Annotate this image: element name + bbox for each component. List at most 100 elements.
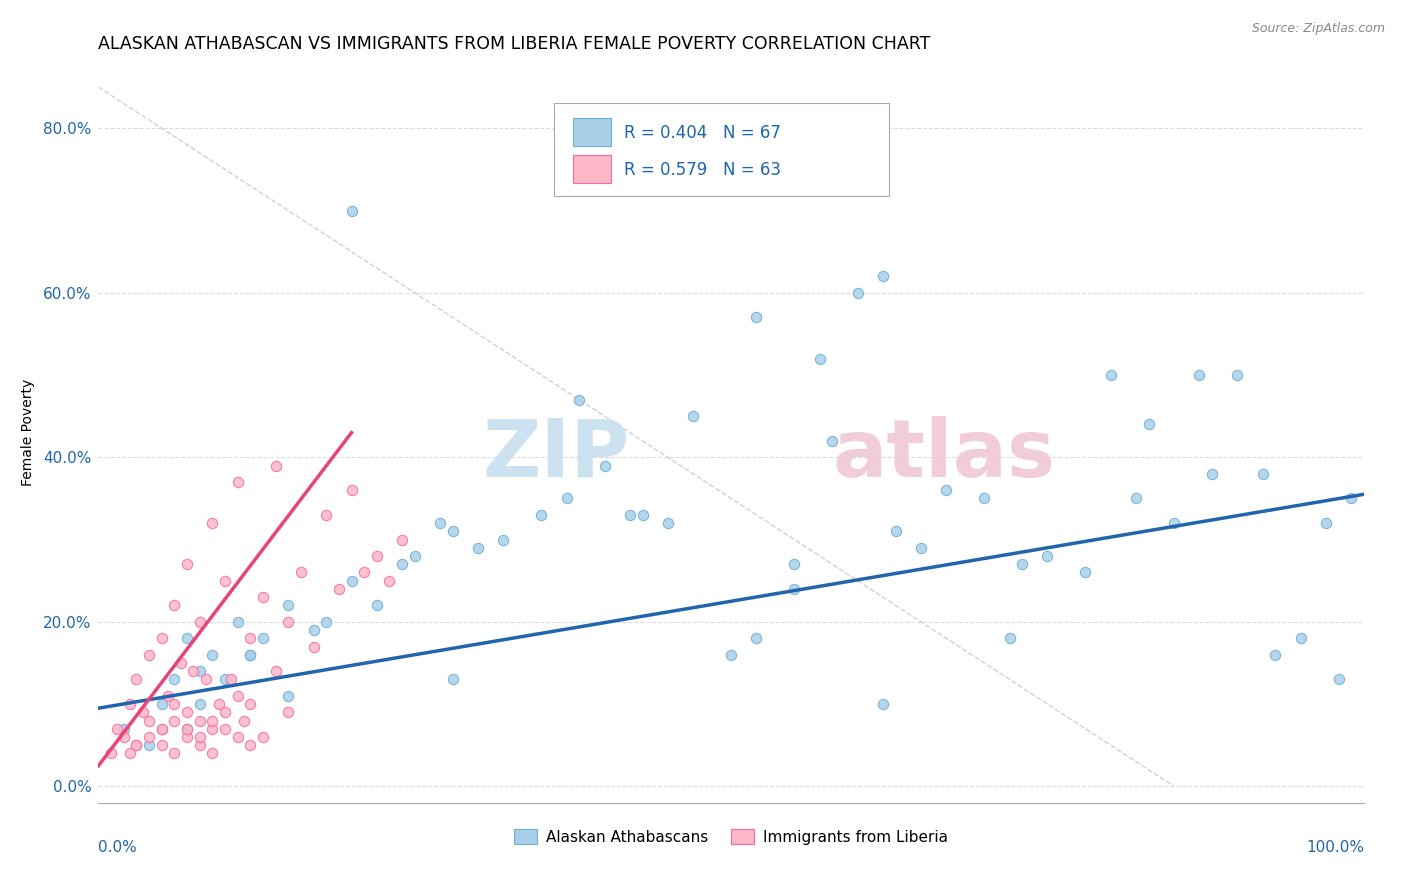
Point bbox=[530, 508, 553, 522]
Point bbox=[163, 599, 186, 613]
Point bbox=[150, 722, 173, 736]
Point bbox=[176, 558, 198, 572]
Point bbox=[745, 632, 768, 646]
Point bbox=[188, 697, 211, 711]
Point bbox=[188, 730, 211, 744]
Point bbox=[252, 632, 274, 646]
FancyBboxPatch shape bbox=[574, 118, 610, 146]
Text: ALASKAN ATHABASCAN VS IMMIGRANTS FROM LIBERIA FEMALE POVERTY CORRELATION CHART: ALASKAN ATHABASCAN VS IMMIGRANTS FROM LI… bbox=[98, 35, 931, 53]
Text: ZIP: ZIP bbox=[482, 416, 630, 494]
Point bbox=[340, 574, 363, 588]
Point bbox=[935, 483, 957, 498]
Point bbox=[1289, 632, 1312, 646]
Point bbox=[340, 483, 363, 498]
Point bbox=[1099, 368, 1122, 382]
Point bbox=[872, 269, 894, 284]
Point bbox=[183, 664, 205, 678]
Point bbox=[176, 730, 198, 744]
Point bbox=[910, 541, 932, 555]
Point bbox=[150, 632, 173, 646]
Point bbox=[125, 738, 148, 752]
Point bbox=[208, 697, 231, 711]
Point bbox=[138, 648, 160, 662]
Point bbox=[163, 673, 186, 687]
Point bbox=[252, 590, 274, 604]
Point bbox=[239, 648, 262, 662]
Point bbox=[593, 458, 616, 473]
Point bbox=[821, 434, 844, 448]
Point bbox=[138, 730, 160, 744]
Point bbox=[846, 285, 869, 300]
Point bbox=[214, 574, 236, 588]
Point bbox=[555, 491, 578, 506]
Point bbox=[745, 310, 768, 325]
Point bbox=[252, 730, 274, 744]
Point bbox=[302, 623, 325, 637]
Point bbox=[366, 599, 388, 613]
Point bbox=[315, 508, 337, 522]
Point bbox=[201, 648, 224, 662]
Point bbox=[219, 673, 243, 687]
Point bbox=[150, 722, 173, 736]
Point bbox=[125, 738, 148, 752]
Point bbox=[176, 706, 198, 720]
Point bbox=[277, 706, 299, 720]
Point bbox=[1315, 516, 1337, 530]
Point bbox=[429, 516, 451, 530]
Point bbox=[1074, 566, 1097, 580]
FancyBboxPatch shape bbox=[554, 103, 889, 195]
Point bbox=[1188, 368, 1211, 382]
Point bbox=[973, 491, 995, 506]
Point bbox=[201, 516, 224, 530]
Point bbox=[150, 697, 173, 711]
Point bbox=[998, 632, 1021, 646]
Point bbox=[239, 648, 262, 662]
Point bbox=[163, 714, 186, 728]
Point bbox=[872, 697, 894, 711]
Point bbox=[176, 722, 198, 736]
Point bbox=[783, 582, 806, 596]
Point bbox=[132, 706, 155, 720]
Point bbox=[290, 566, 312, 580]
Point bbox=[201, 722, 224, 736]
Point bbox=[163, 747, 186, 761]
Point bbox=[112, 722, 135, 736]
Point bbox=[682, 409, 704, 424]
Point bbox=[201, 714, 224, 728]
Point bbox=[150, 738, 173, 752]
Point bbox=[188, 615, 211, 629]
Point bbox=[1011, 558, 1033, 572]
Point bbox=[176, 632, 198, 646]
Point bbox=[239, 632, 262, 646]
Point bbox=[1201, 467, 1223, 481]
Point bbox=[226, 689, 249, 703]
Text: Source: ZipAtlas.com: Source: ZipAtlas.com bbox=[1251, 22, 1385, 36]
Point bbox=[1264, 648, 1286, 662]
Point bbox=[568, 392, 591, 407]
Point bbox=[1137, 417, 1160, 432]
Point bbox=[720, 648, 742, 662]
Point bbox=[214, 673, 236, 687]
Point bbox=[157, 689, 180, 703]
Point bbox=[1036, 549, 1059, 563]
Point bbox=[366, 549, 388, 563]
Point bbox=[176, 722, 198, 736]
Point bbox=[169, 656, 191, 670]
Point bbox=[239, 697, 262, 711]
Point bbox=[226, 730, 249, 744]
Point bbox=[783, 558, 806, 572]
Point bbox=[138, 738, 160, 752]
Point bbox=[657, 516, 679, 530]
Point bbox=[100, 747, 122, 761]
Point bbox=[884, 524, 907, 539]
Point bbox=[277, 615, 299, 629]
Point bbox=[201, 747, 224, 761]
Y-axis label: Female Poverty: Female Poverty bbox=[21, 379, 35, 486]
Point bbox=[233, 714, 256, 728]
Point bbox=[441, 524, 464, 539]
Point bbox=[391, 558, 413, 572]
Point bbox=[1163, 516, 1185, 530]
Text: 100.0%: 100.0% bbox=[1306, 840, 1364, 855]
Point bbox=[264, 458, 287, 473]
Point bbox=[138, 714, 160, 728]
